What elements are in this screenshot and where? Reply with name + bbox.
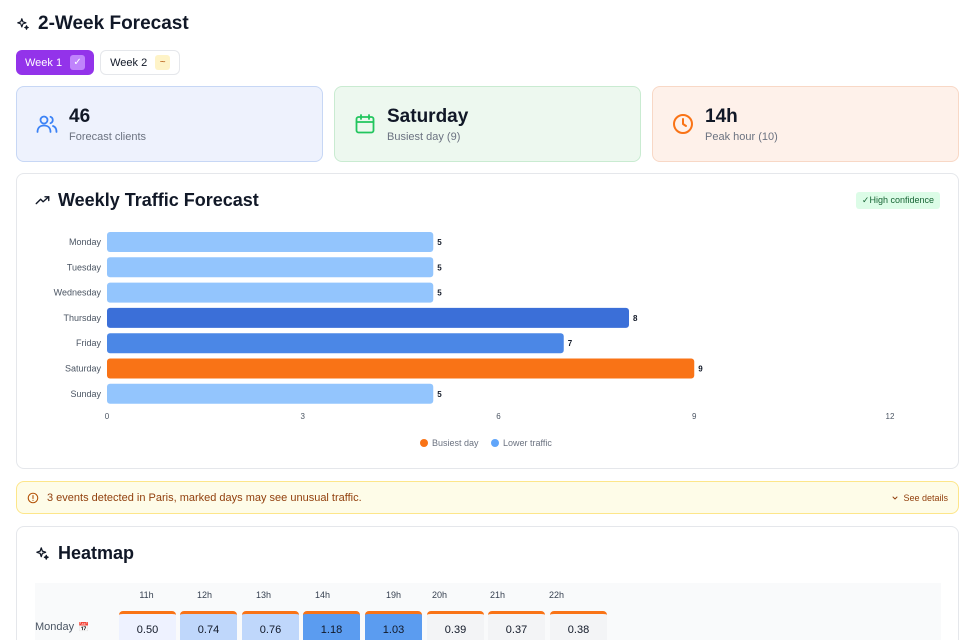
legend-marker (491, 439, 499, 447)
bar-value-label: 8 (633, 314, 638, 323)
x-tick-label: 6 (496, 412, 501, 421)
heatmap-cell[interactable]: 0.74 (180, 611, 237, 640)
heatmap-hour-label: 13h (235, 590, 292, 600)
bar-category-label: Sunday (70, 389, 101, 399)
heatmap-title: Heatmap (35, 543, 134, 564)
tab-label: Week 2 (110, 57, 147, 69)
heatmap-cell[interactable]: 0.50 (119, 611, 176, 640)
see-details-link[interactable]: See details (891, 493, 948, 503)
see-details-label: See details (903, 493, 948, 503)
traffic-bar-chart: Monday 5 Tuesday 5 Wednesday 5 Thursday 8 Friday… (17, 174, 958, 468)
x-tick-label: 9 (692, 412, 697, 421)
heatmap-hour-label: 14h (294, 590, 351, 600)
tab-label: Week 1 (25, 57, 62, 69)
heatmap-cell[interactable]: 1.03 (365, 611, 422, 640)
bar-value-label: 5 (437, 263, 442, 272)
x-tick-label: 0 (105, 412, 110, 421)
bar-sunday (107, 384, 433, 404)
calendar-emoji-icon: 📅 (78, 622, 89, 633)
heatmap-cell[interactable]: 0.39 (427, 611, 484, 640)
sparkles-icon (35, 546, 50, 561)
heatmap-hour-label: 20h (411, 590, 468, 600)
bar-category-label: Wednesday (54, 288, 102, 298)
users-icon (35, 112, 59, 136)
bar-category-label: Monday (69, 237, 102, 247)
tab-week-2[interactable]: Week 2 ~ (100, 50, 180, 75)
traffic-forecast-card: Weekly Traffic Forecast ✓High confidence… (16, 173, 959, 469)
heatmap-hour-label: 21h (469, 590, 526, 600)
sparkles-icon (16, 17, 30, 31)
page-header: 2-Week Forecast (16, 12, 189, 36)
bar-friday (107, 333, 564, 353)
bar-thursday (107, 308, 629, 328)
card-title-text: Heatmap (58, 543, 134, 564)
stat-card-peak-hour: 14h Peak hour (10) (652, 86, 959, 162)
alert-circle-icon (27, 492, 39, 504)
heatmap-card: Heatmap 11h 12h 13h 14h 19h 20h 21h 22h … (16, 526, 959, 640)
page-title: 2-Week Forecast (38, 13, 189, 35)
heatmap-hour-label: 22h (528, 590, 585, 600)
clock-icon (671, 112, 695, 136)
bar-value-label: 5 (437, 238, 442, 247)
heatmap-cell[interactable]: 0.38 (550, 611, 607, 640)
stat-label: Peak hour (10) (705, 131, 778, 143)
bar-category-label: Friday (76, 338, 102, 348)
bar-category-label: Thursday (63, 313, 101, 323)
tilde-icon: ~ (155, 55, 170, 70)
bar-value-label: 9 (698, 365, 703, 374)
heatmap-cell[interactable]: 0.37 (488, 611, 545, 640)
bar-monday (107, 232, 433, 252)
bar-tuesday (107, 257, 433, 277)
bar-saturday (107, 359, 694, 379)
heatmap-cell[interactable]: 0.76 (242, 611, 299, 640)
stat-value: Saturday (387, 106, 468, 128)
calendar-icon (353, 112, 377, 136)
heatmap-cell[interactable]: 1.18 (303, 611, 360, 640)
check-icon: ✓ (70, 55, 85, 70)
x-tick-label: 3 (301, 412, 306, 421)
heatmap-row-label: Monday 📅 (35, 621, 89, 633)
week-tabs: Week 1 ✓ Week 2 ~ (16, 50, 180, 75)
bar-value-label: 7 (568, 339, 573, 348)
chevron-down-icon (891, 494, 899, 502)
heatmap-hour-label: 12h (176, 590, 233, 600)
bar-category-label: Tuesday (67, 262, 102, 272)
legend-marker (420, 439, 428, 447)
x-tick-label: 12 (886, 412, 895, 421)
stat-label: Busiest day (9) (387, 131, 468, 143)
bar-category-label: Saturday (65, 364, 102, 374)
legend-label: Busiest day (432, 438, 479, 448)
bar-value-label: 5 (437, 289, 442, 298)
events-alert: 3 events detected in Paris, marked days … (16, 481, 959, 514)
bar-wednesday (107, 283, 433, 303)
heatmap-hour-label: 11h (118, 590, 175, 600)
legend-label: Lower traffic (503, 438, 552, 448)
stat-value: 46 (69, 106, 146, 128)
heatmap-day: Monday (35, 621, 74, 633)
stat-label: Forecast clients (69, 131, 146, 143)
stat-value: 14h (705, 106, 778, 128)
bar-value-label: 5 (437, 390, 442, 399)
stat-card-busiest-day: Saturday Busiest day (9) (334, 86, 641, 162)
alert-message: 3 events detected in Paris, marked days … (47, 492, 362, 504)
stat-card-clients: 46 Forecast clients (16, 86, 323, 162)
tab-week-1[interactable]: Week 1 ✓ (16, 50, 94, 75)
